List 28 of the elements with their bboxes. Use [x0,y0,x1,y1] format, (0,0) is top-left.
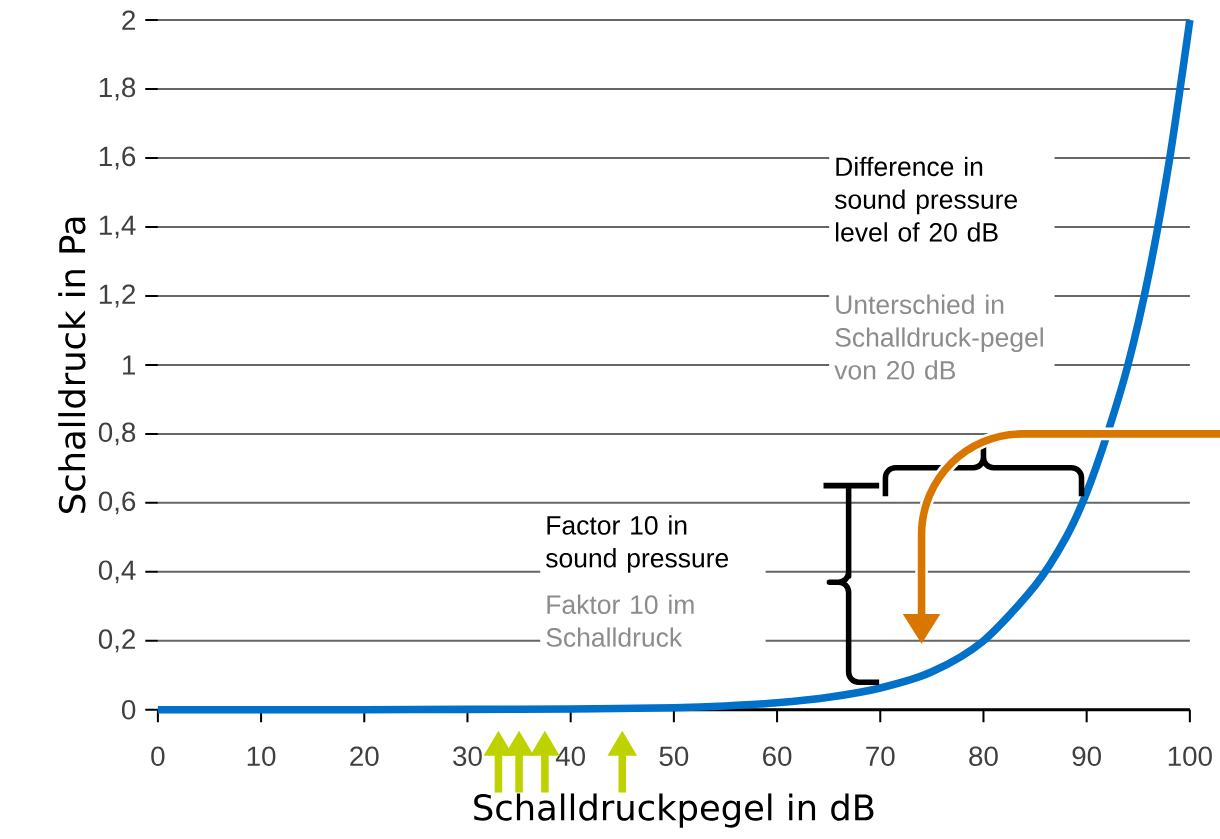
y-tick-label: 1 [123,355,136,375]
x-tick-label: 70 [866,746,895,767]
y-tick-label: 0 [122,699,136,720]
x-tick-label: 0 [151,746,165,767]
x-tick-label: 90 [1072,746,1101,767]
y-tick-label: 2 [122,10,135,30]
y-tick-label: 1,6 [99,146,136,170]
x-axis-title: Schalldruckpegel in dB [474,793,874,828]
x-tick-label: 20 [350,746,379,767]
annotation: Faktor 10 im Schalldruck [546,594,694,647]
y-tick-label: 0,2 [98,629,135,653]
y-axis-title: Schalldruck in Pa [58,217,86,513]
x-tick-label: 50 [659,746,689,767]
y-tick-label: 1,8 [99,77,136,101]
x-tick-label: 100 [1168,746,1212,767]
y-tick-label: 0,6 [98,491,136,515]
y-tick-label: 0,8 [98,422,136,446]
x-tick-label: 40 [555,746,585,767]
x-tick-label: 80 [969,746,998,767]
x-tick-label: 30 [453,746,482,767]
annotation: Difference in sound pressure level of 20 dB [834,156,1018,242]
y-tick-label: 1,2 [99,284,135,308]
annotation: Factor 10 in sound pressure [546,515,729,573]
y-tick-label: 1,4 [99,215,136,239]
x-tick-label: 10 [247,746,276,767]
x-tick-label: 60 [763,746,792,767]
annotation: Unterschied in Schalldruck-pegel von 20 dB [834,294,1043,380]
y-tick-label: 0,4 [98,560,136,584]
